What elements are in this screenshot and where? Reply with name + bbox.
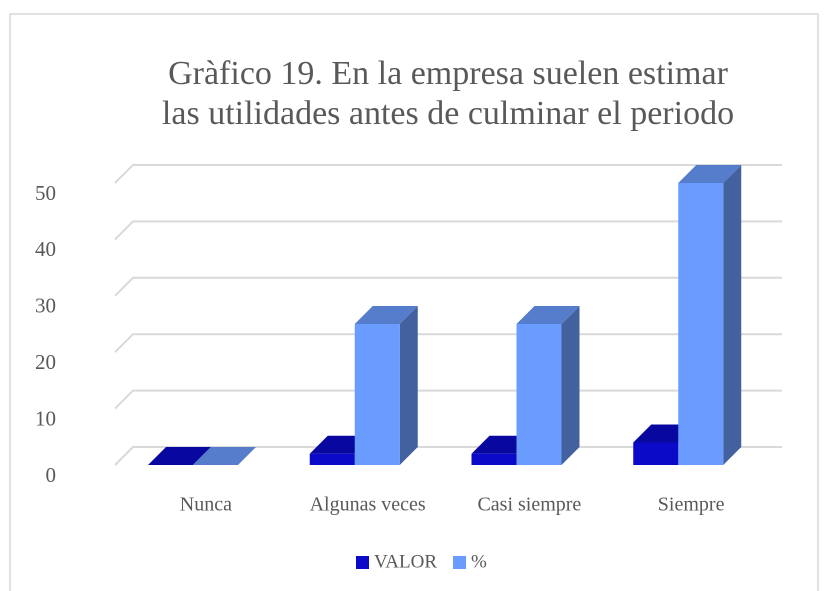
bar-3d — [678, 165, 742, 465]
bar — [516, 324, 562, 465]
x-tick-label: Siempre — [658, 494, 725, 516]
x-tick-label: Algunas veces — [310, 494, 426, 516]
bar-side — [723, 165, 742, 465]
grid-line — [114, 276, 782, 297]
bar — [354, 324, 400, 465]
bar-top — [354, 306, 418, 324]
y-tick-label: 50 — [35, 181, 56, 205]
bar-3d — [354, 306, 418, 465]
y-tick-label: 20 — [35, 350, 56, 374]
x-tick-label: Casi siempre — [477, 494, 581, 516]
bar — [309, 453, 355, 465]
grid-line — [114, 164, 782, 184]
legend-swatch — [453, 556, 466, 569]
bar-side — [399, 306, 418, 465]
bar-top — [148, 447, 211, 465]
y-tick-label: 0 — [46, 463, 57, 487]
legend-swatch — [356, 556, 369, 569]
bar-side — [561, 306, 580, 465]
bar-top — [678, 165, 742, 183]
bar-3d — [516, 306, 580, 465]
chart-title: las utilidades antes de culminar el peri… — [162, 95, 734, 132]
bar — [471, 453, 517, 465]
bar-top — [193, 447, 256, 465]
y-tick-label: 40 — [35, 237, 56, 261]
bar-3d — [148, 447, 211, 465]
legend-label: % — [471, 551, 487, 572]
y-tick-label: 10 — [35, 406, 56, 430]
legend-label: VALOR — [374, 551, 437, 572]
bar-3d — [193, 447, 256, 465]
grid-line — [114, 220, 782, 241]
chart-title: Gràfico 19. En la empresa suelen estimar — [168, 55, 729, 92]
y-tick-label: 30 — [35, 294, 56, 318]
bar — [633, 442, 679, 465]
x-tick-label: Nunca — [180, 494, 232, 516]
bar — [678, 183, 724, 465]
bar-top — [516, 306, 580, 324]
